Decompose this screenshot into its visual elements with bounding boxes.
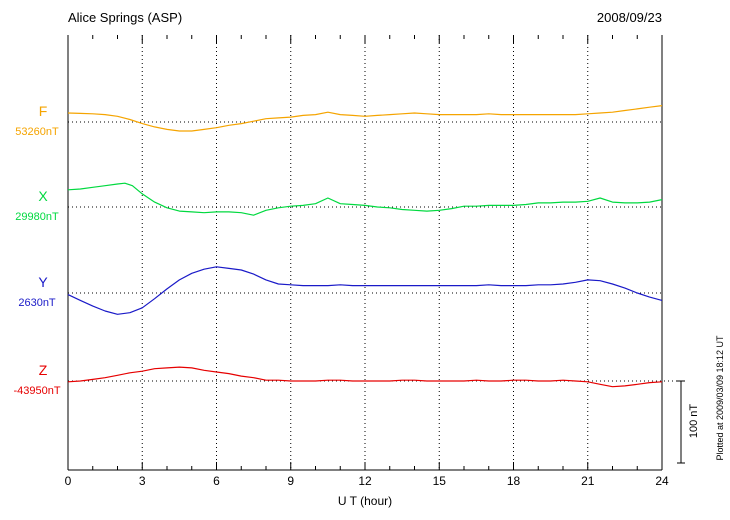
trace-F [67, 105, 663, 132]
series-label-X: X [38, 188, 48, 204]
plotted-at-note: Plotted at 2009/03/09 18:12 UT [715, 335, 725, 461]
trace-Z [67, 366, 663, 388]
trace-Y [67, 266, 663, 315]
station-title: Alice Springs (ASP) [68, 10, 182, 25]
series-label-Y: Y [38, 274, 48, 290]
x-axis-title: U T (hour) [338, 494, 392, 508]
plot-area: 0 3 6 9 12 15 18 21 24 F 53260nT X 29980nT Y 2630nT Z -4… [13, 35, 685, 488]
series-label-Z: Z [39, 362, 48, 378]
series-label-F: F [39, 103, 48, 119]
x-tick-label: 12 [358, 474, 372, 488]
x-tick-label: 3 [139, 474, 146, 488]
baseline-value-Z: -43950nT [13, 385, 60, 397]
baseline-value-F: 53260nT [15, 126, 59, 138]
x-tick-label: 6 [213, 474, 220, 488]
baseline-value-X: 29980nT [15, 211, 59, 223]
x-tick-label: 9 [287, 474, 294, 488]
trace-X [67, 182, 663, 216]
x-tick-label: 18 [507, 474, 521, 488]
x-tick-label: 15 [433, 474, 447, 488]
x-tick-label: 0 [65, 474, 72, 488]
baseline-value-Y: 2630nT [18, 297, 56, 309]
date-label: 2008/09/23 [597, 10, 662, 25]
x-tick-label: 24 [655, 474, 669, 488]
x-tick-label: 21 [581, 474, 595, 488]
scale-bar-label: 100 nT [688, 404, 700, 439]
